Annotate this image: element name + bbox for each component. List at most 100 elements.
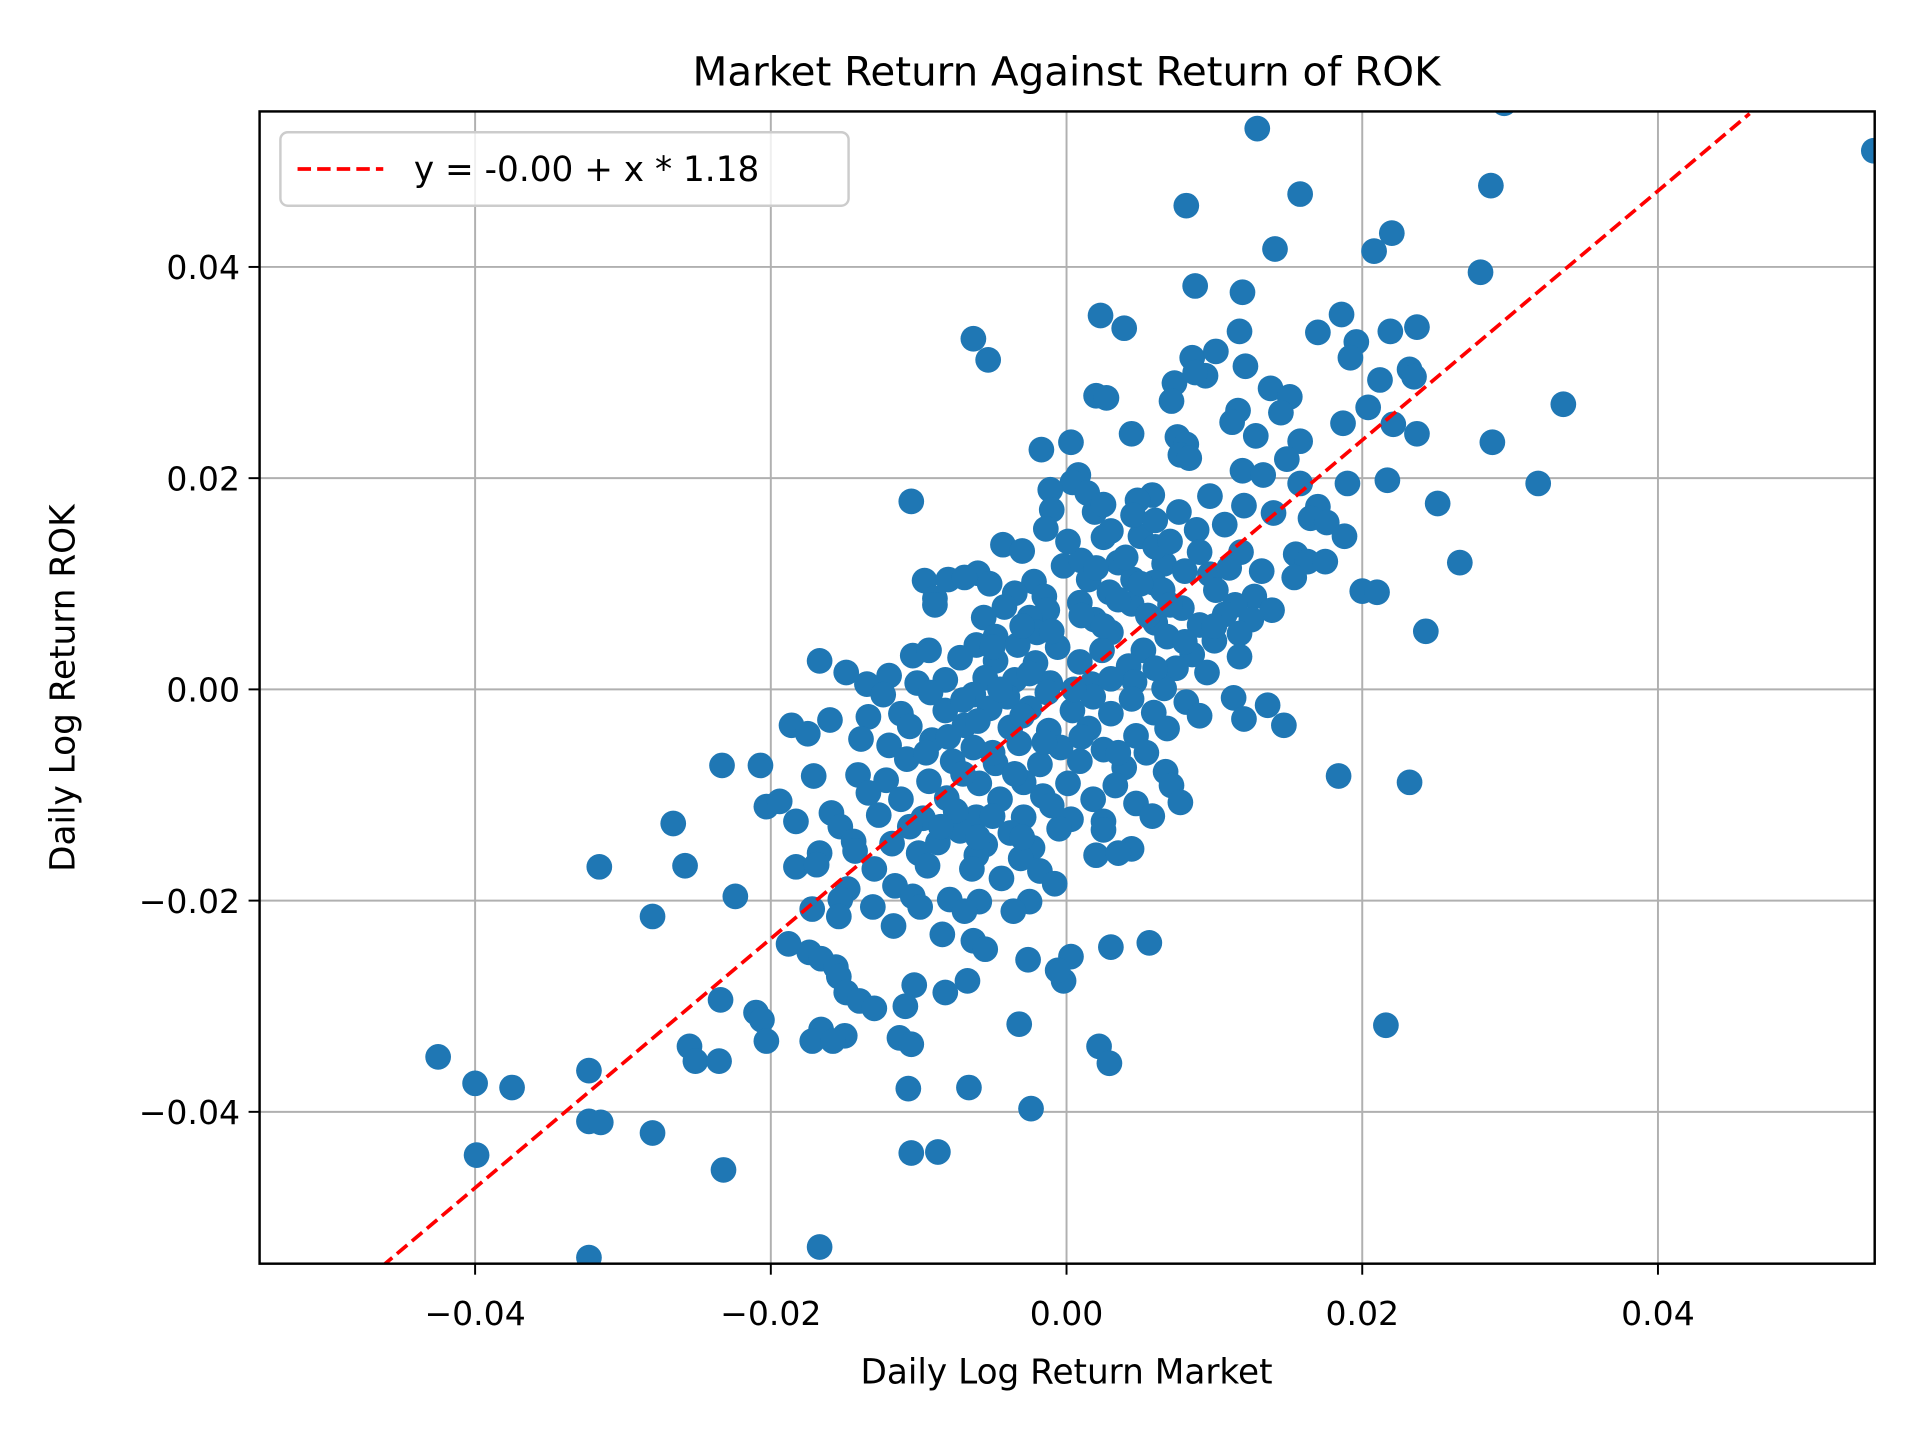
data-point xyxy=(959,856,985,882)
data-point xyxy=(576,1244,602,1264)
data-point xyxy=(1312,548,1339,575)
y-tick-label: −0.04 xyxy=(139,1093,240,1132)
data-point xyxy=(706,1048,732,1074)
data-point xyxy=(927,813,954,840)
data-point xyxy=(951,564,978,591)
data-point xyxy=(935,724,962,750)
data-point xyxy=(794,720,821,747)
data-point xyxy=(1248,558,1275,584)
data-point xyxy=(917,679,944,706)
data-point xyxy=(1287,181,1314,207)
data-point xyxy=(1037,476,1064,503)
data-point xyxy=(1093,385,1120,411)
data-point xyxy=(1006,1011,1033,1038)
data-point xyxy=(914,852,941,879)
data-point xyxy=(1041,870,1068,897)
x-tick-label: 0.00 xyxy=(1030,1294,1104,1333)
data-point xyxy=(1242,423,1269,449)
data-point xyxy=(425,1044,451,1070)
data-point xyxy=(1373,1012,1399,1039)
data-point xyxy=(1059,697,1086,724)
y-tick-label: 0.04 xyxy=(166,248,240,287)
data-point xyxy=(1105,840,1132,866)
data-point xyxy=(803,851,830,878)
data-point xyxy=(1055,528,1081,555)
data-point xyxy=(1550,391,1577,418)
y-tick-label: 0.00 xyxy=(166,671,240,710)
data-point xyxy=(1151,675,1177,702)
data-point xyxy=(1001,761,1028,787)
data-point xyxy=(1241,583,1268,610)
data-point xyxy=(682,1048,709,1074)
data-point xyxy=(1120,502,1146,528)
data-point xyxy=(639,1120,666,1146)
data-point xyxy=(1377,318,1404,345)
data-point xyxy=(1046,815,1072,842)
data-point xyxy=(1367,367,1393,393)
data-point xyxy=(1478,172,1504,199)
data-point xyxy=(1479,429,1506,456)
data-point xyxy=(898,1031,925,1058)
data-point xyxy=(1006,730,1033,757)
data-point xyxy=(1355,394,1382,421)
data-point xyxy=(1055,770,1081,797)
data-point xyxy=(979,634,1006,660)
data-point xyxy=(1127,570,1154,597)
data-point xyxy=(707,987,734,1013)
data-point xyxy=(1259,597,1285,624)
data-point xyxy=(1031,729,1058,756)
data-point xyxy=(1250,462,1277,488)
data-point xyxy=(1136,930,1163,956)
x-axis-label: Daily Log Return Market xyxy=(860,1353,1272,1393)
data-point xyxy=(1068,602,1095,629)
data-point xyxy=(1378,220,1405,246)
data-point xyxy=(672,852,698,879)
data-point xyxy=(1176,445,1203,471)
data-point xyxy=(907,894,934,920)
scatter-points xyxy=(425,111,1875,1264)
data-point xyxy=(1281,564,1308,591)
data-point xyxy=(855,703,882,730)
data-point xyxy=(1305,319,1331,346)
data-point xyxy=(1334,470,1361,497)
x-tick-label: 0.02 xyxy=(1325,1294,1399,1333)
data-point xyxy=(783,853,809,880)
data-point xyxy=(462,1070,488,1097)
data-point xyxy=(1068,724,1095,750)
data-point xyxy=(1090,613,1117,639)
data-point xyxy=(972,936,999,963)
data-point xyxy=(1034,679,1061,706)
data-point xyxy=(954,968,981,994)
data-point xyxy=(1396,769,1423,796)
data-point xyxy=(1183,517,1210,543)
data-point xyxy=(499,1074,525,1101)
y-tick-label: 0.02 xyxy=(166,459,240,498)
data-point xyxy=(463,1142,490,1168)
data-point xyxy=(1044,957,1071,984)
data-point xyxy=(1066,748,1093,775)
data-point xyxy=(1226,620,1253,647)
data-point xyxy=(979,803,1006,829)
data-point xyxy=(929,921,956,948)
data-point xyxy=(753,1028,780,1054)
data-point xyxy=(1112,544,1139,571)
data-point xyxy=(964,708,991,734)
data-point xyxy=(1229,457,1256,484)
data-point xyxy=(1032,516,1059,542)
data-point xyxy=(898,1140,925,1166)
y-axis-ticks: −0.04 −0.02 0.00 0.02 0.04 xyxy=(139,248,260,1132)
data-point xyxy=(1098,934,1124,960)
legend-label: y = -0.00 + x * 1.18 xyxy=(414,150,759,190)
data-point xyxy=(1231,706,1257,732)
data-point xyxy=(799,1028,826,1054)
data-point xyxy=(1066,649,1093,675)
data-point xyxy=(876,732,902,759)
data-point xyxy=(1203,577,1229,603)
data-point xyxy=(1257,375,1284,402)
data-point xyxy=(1009,824,1036,851)
data-point xyxy=(1226,643,1253,670)
data-point xyxy=(1219,409,1245,436)
data-point xyxy=(1467,259,1494,286)
